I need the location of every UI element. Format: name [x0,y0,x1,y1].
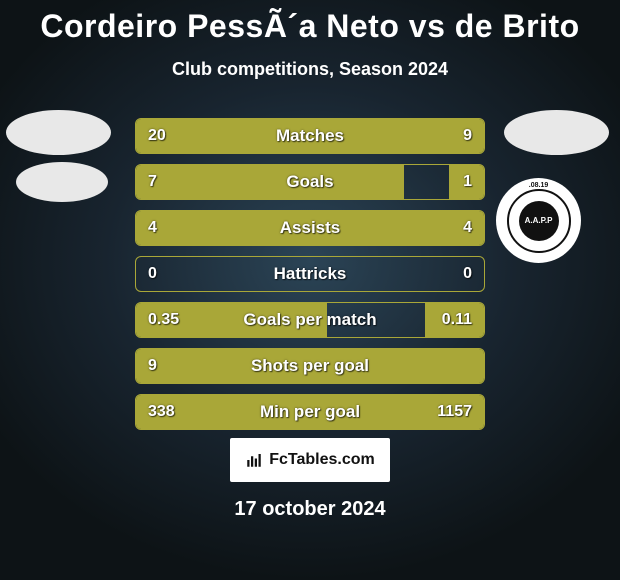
stat-label: Min per goal [260,402,360,422]
value-left: 4 [148,219,157,237]
player1-logo-2 [16,162,126,222]
value-right: 9 [463,127,472,145]
stat-row: 338 1157 Min per goal [135,394,485,430]
stat-row: 7 1 Goals [135,164,485,200]
value-left: 0 [148,265,157,283]
stat-label: Goals per match [243,310,376,330]
player1-logo-1 [6,110,116,170]
brand-text: FcTables.com [269,451,375,469]
stat-label: Goals [286,172,333,192]
stat-label: Hattricks [274,264,347,284]
ellipse-placeholder-icon [6,110,111,155]
page-subtitle: Club competitions, Season 2024 [0,59,620,80]
content-root: Cordeiro PessÃ´a Neto vs de Brito Club c… [0,0,620,580]
value-right: 1157 [437,403,472,421]
value-right: 4 [463,219,472,237]
stat-row: 4 4 Assists [135,210,485,246]
value-left: 0.35 [148,311,179,329]
ellipse-placeholder-icon [16,162,108,202]
stat-label: Assists [280,218,340,238]
club-core-text: A.A.P.P [519,201,559,241]
stat-row: 20 9 Matches [135,118,485,154]
brand-logo: FcTables.com [230,438,390,482]
page-title: Cordeiro PessÃ´a Neto vs de Brito [0,0,620,45]
value-right: 0 [463,265,472,283]
value-left: 9 [148,357,157,375]
value-left: 7 [148,173,157,191]
stat-row: 0 0 Hattricks [135,256,485,292]
club-badge-icon: .08.19 A.A.P.P [496,178,581,263]
date-text: 17 october 2024 [234,498,385,521]
player2-logo-1 [504,110,614,170]
stat-label: Shots per goal [251,356,369,376]
value-right: 0.11 [442,311,472,329]
club-arc-text: .08.19 [529,182,548,189]
stat-row: 9 Shots per goal [135,348,485,384]
ellipse-placeholder-icon [504,110,609,155]
player2-club-logo: .08.19 A.A.P.P [496,178,606,238]
value-left: 20 [148,127,166,145]
value-left: 338 [148,403,175,421]
value-right: 1 [463,173,472,191]
bar-left [136,165,404,199]
comparison-chart: 20 9 Matches 7 1 Goals 4 4 Assists 0 0 Hattricks 0.3… [135,118,485,440]
bars-icon [245,451,263,469]
stat-row: 0.35 0.11 Goals per match [135,302,485,338]
stat-label: Matches [276,126,344,146]
